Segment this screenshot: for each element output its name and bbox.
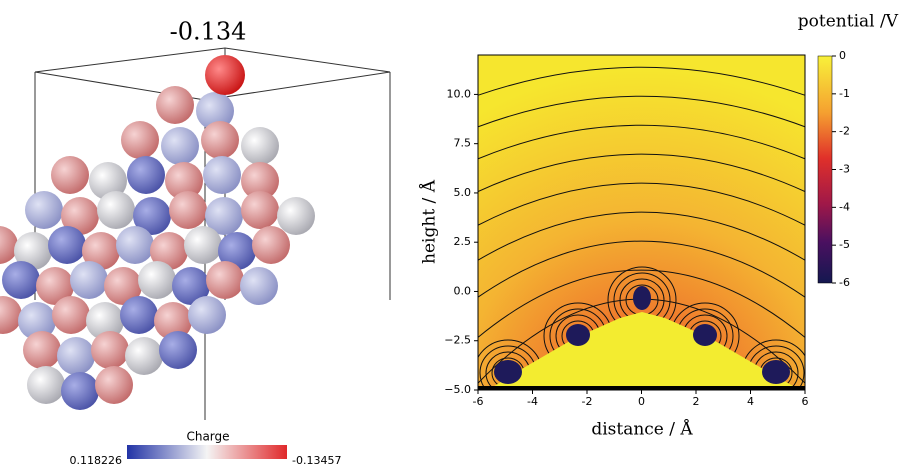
colorbar-tick-label: -5 (839, 238, 850, 251)
atom (240, 267, 278, 305)
y-tick-label: 7.5 (454, 137, 472, 150)
atom (95, 366, 133, 404)
atom (205, 55, 245, 95)
charge-colorbar (127, 445, 287, 459)
colorbar-label: Charge (186, 430, 229, 444)
x-tick-label: -2 (582, 395, 593, 408)
colorbar-tick-label: 0 (839, 49, 846, 62)
colorbar-tick-label: -3 (839, 163, 850, 176)
colorbar-title: potential /V (798, 12, 899, 32)
atom (138, 261, 176, 299)
structure-panel: -0.134 Charge 0.118226 -0.13457 (0, 18, 390, 466)
x-tick-label: 2 (693, 395, 700, 408)
atom (48, 226, 86, 264)
x-tick-label: -6 (473, 395, 484, 408)
atom (51, 156, 89, 194)
x-tick-label: 6 (802, 395, 809, 408)
atom (201, 121, 239, 159)
atom (159, 331, 197, 369)
y-tick-label: −5.0 (444, 383, 471, 396)
colorbar-tick-label: -2 (839, 125, 850, 138)
atom (125, 337, 163, 375)
y-tick-label: 5.0 (454, 186, 472, 199)
atom (25, 191, 63, 229)
x-tick-label: 4 (747, 395, 754, 408)
atom (127, 156, 165, 194)
y-tick-label: −2.5 (444, 334, 471, 347)
atom (23, 331, 61, 369)
atom (241, 191, 279, 229)
atom (277, 197, 315, 235)
atom (161, 127, 199, 165)
colorbar-tick-label: -1 (839, 87, 850, 100)
y-tick-label: 10.0 (447, 87, 472, 100)
atom (169, 191, 207, 229)
atom (206, 261, 244, 299)
potential-colorbar (818, 56, 832, 283)
x-axis-label: distance / Å (591, 419, 693, 440)
colorbar-tick-label: -6 (839, 276, 850, 289)
x-tick-label: -4 (527, 395, 538, 408)
atom (188, 296, 226, 334)
atom (0, 296, 22, 334)
atom (27, 366, 65, 404)
y-tick-label: 0.0 (454, 284, 472, 297)
x-tick-label: 0 (638, 395, 645, 408)
atom (184, 226, 222, 264)
atom (70, 261, 108, 299)
atom (241, 127, 279, 165)
atom (97, 191, 135, 229)
atom (252, 226, 290, 264)
atom (121, 121, 159, 159)
y-axis-label: height / Å (419, 179, 440, 264)
atom (116, 226, 154, 264)
y-tick-label: 2.5 (454, 235, 472, 248)
atom (2, 261, 40, 299)
atom (57, 337, 95, 375)
atom (52, 296, 90, 334)
colorbar-max: -0.13457 (292, 454, 341, 466)
colorbar-tick-label: -4 (839, 200, 850, 213)
atom (203, 156, 241, 194)
atom (156, 86, 194, 124)
panel-title: -0.134 (170, 18, 247, 46)
figure: -0.134 Charge 0.118226 -0.13457 distance… (0, 0, 899, 466)
atom (91, 331, 129, 369)
colorbar-min: 0.118226 (70, 454, 123, 466)
atom (120, 296, 158, 334)
atom (61, 372, 99, 410)
